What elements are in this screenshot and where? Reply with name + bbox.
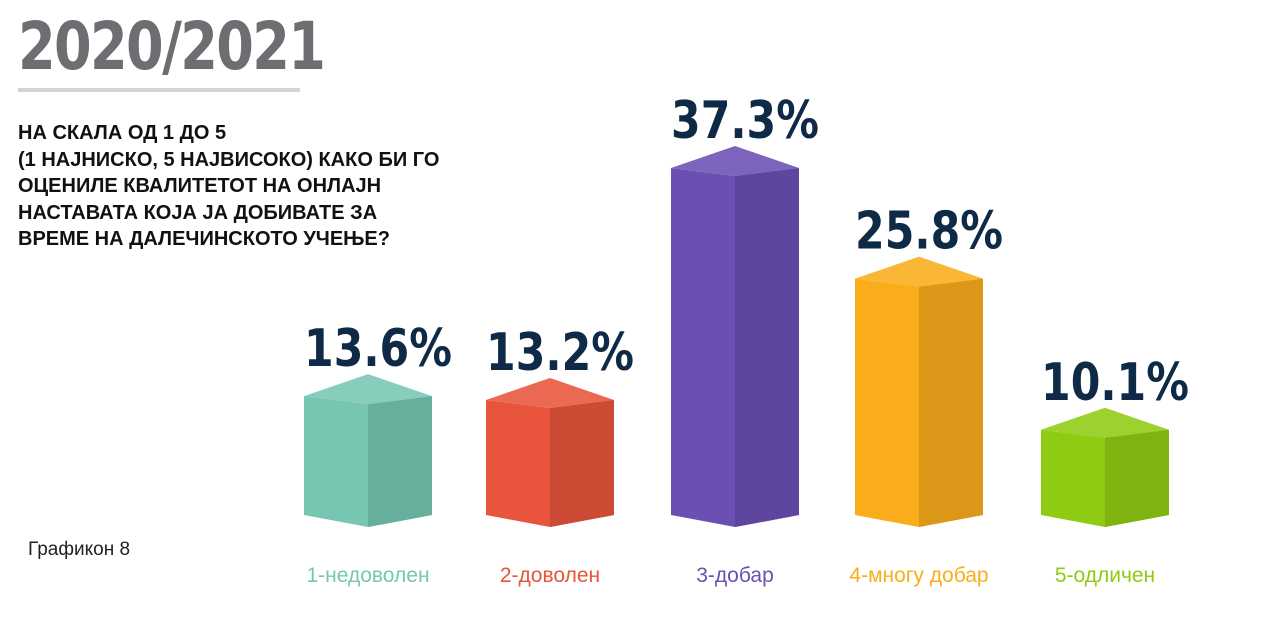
bar-side-1 [368, 396, 432, 527]
bar-side-5 [1105, 429, 1169, 527]
chart-year-heading: 2020/2021 [18, 8, 326, 85]
bar-top-4 [855, 256, 983, 287]
bar-top-5 [1041, 407, 1169, 438]
category-label-2: 2-доволен [500, 564, 600, 587]
bar-side-3 [735, 168, 799, 527]
bar-top-2 [486, 377, 614, 408]
value-label-4: 25.8% [855, 202, 1003, 262]
category-label-5: 5-одличен [1055, 564, 1155, 587]
value-label-1: 13.6% [304, 319, 452, 379]
year-underline [18, 88, 300, 92]
category-label-1: 1-недоволен [306, 564, 429, 587]
survey-question: НА СКАЛА ОД 1 ДО 5 (1 НАЈНИСКО, 5 НАЈВИС… [18, 122, 440, 250]
bar-top-3 [671, 146, 799, 176]
category-label-3: 3-добар [696, 564, 774, 587]
category-label-4: 4-многу добар [849, 564, 988, 587]
value-label-3: 37.3% [671, 91, 819, 151]
bar-2 [486, 377, 614, 527]
bar-4 [855, 256, 983, 527]
bar-top-1 [304, 374, 432, 405]
figure-caption: Графикон 8 [28, 539, 131, 560]
bar-3 [671, 146, 799, 527]
bar-1 [304, 374, 432, 527]
value-label-5: 10.1% [1041, 353, 1189, 413]
bar-5 [1041, 407, 1169, 527]
bar-side-4 [919, 278, 983, 527]
bars-group: 13.6% 1-недоволен 13.2% 2-доволен 37.3% 3-доб… [304, 91, 1189, 587]
bar-side-2 [550, 399, 614, 527]
value-label-2: 13.2% [486, 323, 634, 383]
